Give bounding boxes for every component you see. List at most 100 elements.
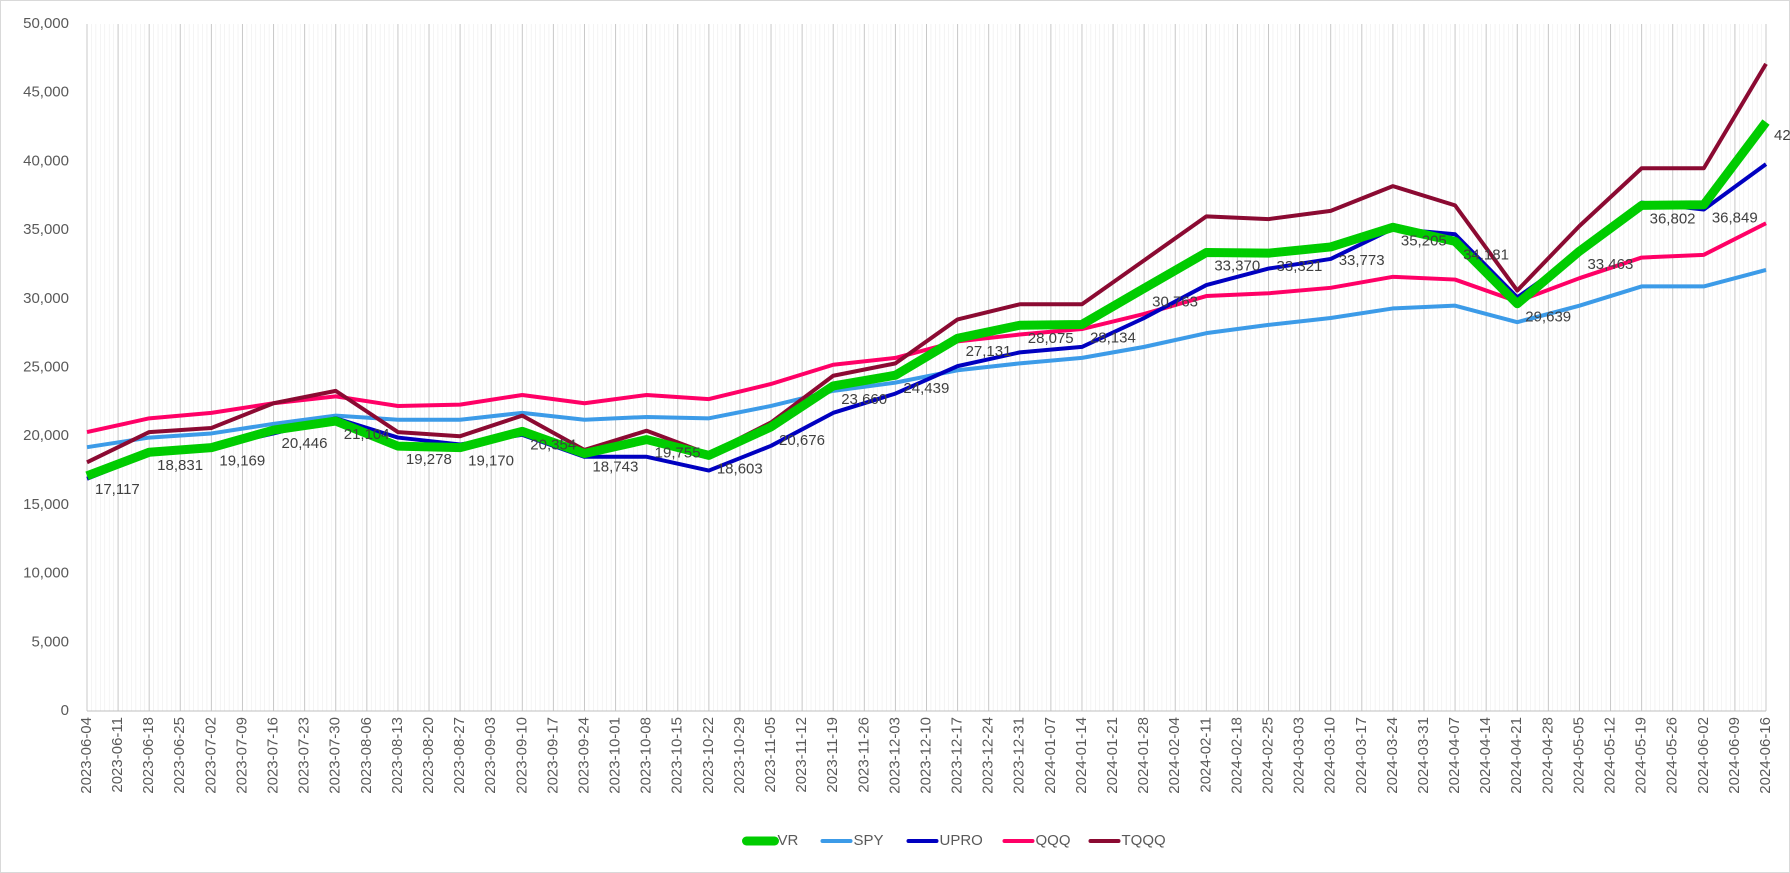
data-label: 35,205 [1401,232,1447,249]
x-tick-label: 2023-10-15 [669,717,686,794]
data-label: 28,075 [1028,330,1074,347]
x-tick-label: 2023-12-24 [980,717,997,794]
series-line [86,221,1767,435]
x-tick-label: 2023-07-16 [265,717,282,794]
x-tick-label: 2023-07-02 [202,717,219,794]
legend-label: QQQ [1036,832,1071,849]
x-tick-label: 2024-01-07 [1042,717,1059,794]
legend-label: UPRO [940,832,983,849]
x-tick-label: 2024-02-18 [1228,717,1245,794]
data-label: 33,773 [1339,252,1385,269]
x-tick-label: 2023-06-04 [78,717,95,794]
y-tick-label: 15,000 [23,496,69,513]
data-label: 29,639 [1525,309,1571,326]
legend-label: TQQQ [1122,832,1166,849]
x-tick-label: 2023-10-29 [731,717,748,794]
x-tick-label: 2023-11-05 [762,717,779,793]
series-line [85,119,1770,481]
series-line [86,268,1767,450]
x-tick-label: 2024-05-19 [1633,717,1650,794]
x-tick-label: 2023-08-27 [451,717,468,794]
data-label: 36,849 [1712,210,1758,227]
y-tick-label: 5,000 [31,633,69,650]
y-tick-label: 50,000 [23,15,69,32]
x-tick-label: 2023-12-31 [1011,717,1028,794]
data-label: 24,439 [903,380,949,397]
x-tick-label: 2024-06-09 [1726,717,1743,794]
data-label: 34,181 [1463,246,1509,263]
data-label: 33,370 [1214,257,1260,274]
legend: VR SPY UPRO QQQ TQQQ [742,832,1166,849]
data-label: 20,446 [282,435,328,452]
x-tick-label: 2023-12-03 [886,717,903,794]
x-tick-label: 2023-11-19 [824,717,841,793]
data-label: 33,321 [1277,258,1323,275]
x-tick-label: 2023-09-03 [482,717,499,794]
x-tick-label: 2023-08-06 [358,717,375,794]
x-tick-label: 2023-08-20 [420,717,437,794]
data-label: 36,802 [1650,210,1696,227]
data-label: 19,755 [655,445,701,462]
x-tick-label: 2024-01-21 [1104,717,1121,794]
data-label: 20,354 [530,436,576,453]
x-tick-label: 2024-06-02 [1695,717,1712,794]
data-label: 19,170 [468,453,514,470]
x-tick-label: 2023-11-12 [793,717,810,793]
y-tick-label: 35,000 [23,221,69,238]
y-tick-label: 40,000 [23,152,69,169]
legend-label: VR [778,832,799,849]
data-label: 20,676 [779,432,825,449]
x-tick-label: 2023-11-26 [855,717,872,793]
x-tick-label: 2024-06-16 [1757,717,1774,794]
x-tick-label: 2023-12-10 [917,717,934,794]
data-label: 30,763 [1152,293,1198,310]
data-label: 42,860 [1774,127,1790,144]
x-tick-label: 2023-09-17 [544,717,561,794]
x-tick-label: 2024-03-17 [1353,717,1370,794]
x-tick-label: 2023-12-17 [949,717,966,794]
x-tick-label: 2023-10-08 [638,717,655,794]
x-tick-label: 2024-05-12 [1602,717,1619,794]
data-label: 19,278 [406,451,452,468]
x-tick-label: 2023-10-22 [700,717,717,794]
legend-label: SPY [854,832,884,849]
y-tick-label: 45,000 [23,84,69,101]
x-tick-label: 2024-04-14 [1477,717,1494,794]
x-tick-label: 2024-03-24 [1384,717,1401,794]
x-tick-label: 2024-02-04 [1166,717,1183,794]
data-label: 18,603 [717,460,763,477]
data-label: 18,831 [157,457,203,474]
x-tick-label: 2024-05-05 [1570,717,1587,794]
data-label: 23,660 [841,391,887,408]
x-tick-label: 2024-05-26 [1664,717,1681,794]
y-tick-label: 20,000 [23,427,69,444]
data-label: 21,104 [344,426,390,443]
data-label: 19,169 [219,453,265,470]
x-tick-label: 2023-09-24 [575,717,592,794]
x-tick-label: 2024-02-25 [1259,717,1276,794]
data-label: 28,134 [1090,329,1136,346]
x-tick-label: 2024-02-11 [1197,717,1214,793]
x-tick-label: 2024-04-28 [1539,717,1556,794]
x-tick-label: 2024-04-21 [1508,717,1525,794]
x-tick-label: 2023-06-18 [140,717,157,794]
data-label: 18,743 [592,458,638,475]
x-tick-label: 2023-07-09 [233,717,250,794]
y-tick-label: 25,000 [23,358,69,375]
data-label: 33,463 [1587,256,1633,273]
y-tick-label: 10,000 [23,565,69,582]
x-tick-label: 2023-09-10 [513,717,530,794]
y-tick-label: 30,000 [23,290,69,307]
x-tick-label: 2023-07-30 [327,717,344,794]
x-tick-label: 2023-06-25 [171,717,188,794]
x-tick-label: 2024-01-14 [1073,717,1090,794]
x-tick-label: 2024-03-10 [1322,717,1339,794]
series-line [86,162,1768,481]
x-tick-label: 2023-10-01 [607,717,624,794]
series-line [86,62,1768,465]
data-label: 27,131 [966,343,1012,360]
data-label: 17,117 [95,481,140,498]
x-tick-label: 2024-03-31 [1415,717,1432,794]
x-tick-label: 2024-04-07 [1446,717,1463,794]
